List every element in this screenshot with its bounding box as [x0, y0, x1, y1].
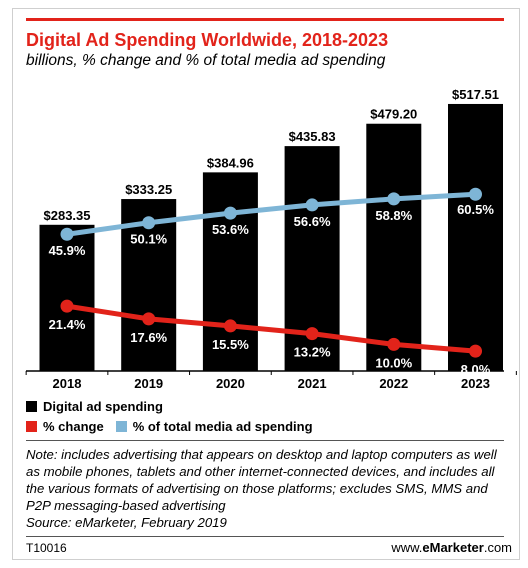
chart-plot: $283.35 $333.25 $384.96 $435.83 $479.20 $517.… — [25, 87, 517, 391]
chart-subtitle: billions, % change and % of total media … — [26, 52, 386, 69]
share-point-2019 — [142, 216, 156, 230]
site-prefix: www. — [391, 540, 423, 555]
share-label-2022: 58.8% — [375, 208, 412, 223]
bar-value-label-2018: $283.35 — [44, 208, 91, 223]
title-accent-bar — [26, 18, 504, 21]
share-point-2022 — [387, 192, 401, 206]
site-brand: eMarketer — [422, 540, 484, 555]
change-label-2023: 8.0% — [461, 362, 491, 377]
legend-label-share: % of total media ad spending — [132, 418, 313, 434]
x-tick-label-2023: 2023 — [461, 376, 490, 391]
change-point-2023 — [469, 344, 482, 358]
chart-title: Digital Ad Spending Worldwide, 2018-2023 — [26, 30, 389, 50]
share-label-2019: 50.1% — [130, 232, 167, 247]
x-tick-label-2018: 2018 — [53, 376, 82, 391]
chart-code: T10016 — [26, 541, 67, 555]
share-point-2023 — [469, 187, 482, 201]
legend-label-change: % change — [43, 418, 104, 434]
separator-bottom — [26, 536, 504, 537]
share-point-2021 — [305, 198, 319, 212]
share-label-2021: 56.6% — [294, 214, 331, 229]
change-label-2020: 15.5% — [212, 337, 249, 352]
share-point-2020 — [223, 206, 237, 220]
bar-2018 — [39, 224, 95, 371]
change-point-2022 — [387, 337, 401, 351]
change-label-2018: 21.4% — [49, 317, 86, 332]
x-tick-label-2022: 2022 — [379, 376, 408, 391]
chart-frame — [12, 8, 520, 560]
legend-label-bars: Digital ad spending — [43, 398, 163, 414]
bar-2020 — [202, 172, 258, 371]
share-label-2018: 45.9% — [49, 243, 86, 258]
x-tick-label-2020: 2020 — [216, 376, 245, 391]
bar-value-label-2020: $384.96 — [207, 155, 254, 170]
x-tick-label-2021: 2021 — [298, 376, 327, 391]
site-credit[interactable]: www.eMarketer.com — [391, 540, 512, 555]
legend-swatch-change — [26, 420, 37, 432]
change-label-2022: 10.0% — [375, 355, 412, 370]
legend-swatch-share — [115, 420, 127, 432]
bar-value-label-2019: $333.25 — [125, 182, 172, 197]
bar-2023 — [448, 103, 503, 371]
chart-note: Note: includes advertising that appears … — [26, 447, 497, 530]
share-line — [66, 191, 476, 237]
bar-value-label-2021: $435.83 — [289, 129, 336, 144]
share-label-2020: 53.6% — [212, 222, 249, 237]
change-label-2021: 13.2% — [294, 345, 331, 360]
legend-row-2: % change % of total media ad spending — [26, 417, 313, 435]
share-point-2018 — [60, 227, 74, 241]
legend-swatch-bars — [26, 400, 37, 412]
change-point-2019 — [142, 312, 156, 326]
change-point-2018 — [60, 299, 74, 313]
bar-value-label-2023: $517.51 — [452, 87, 499, 102]
site-suffix: .com — [483, 540, 512, 555]
x-tick-label-2019: 2019 — [134, 376, 163, 391]
change-point-2020 — [223, 319, 237, 333]
change-point-2021 — [305, 327, 319, 341]
share-label-2023: 60.5% — [457, 202, 494, 217]
legend-row-1: Digital ad spending — [26, 397, 163, 415]
separator-top — [26, 440, 504, 441]
bar-value-label-2022: $479.20 — [370, 107, 417, 122]
bar-2022 — [366, 123, 422, 371]
change-line — [66, 303, 476, 354]
change-label-2019: 17.6% — [130, 330, 167, 345]
